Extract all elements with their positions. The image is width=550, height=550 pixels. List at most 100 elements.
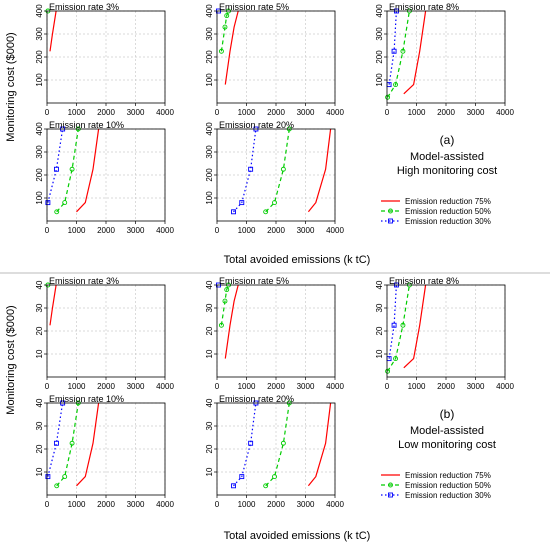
data-point	[231, 209, 236, 215]
series-line-1	[49, 10, 57, 52]
data-point	[391, 48, 397, 54]
x-tick-label: 4000	[496, 108, 514, 117]
section-annotation-1: (a) Model-assisted High monitoring cost	[397, 133, 497, 177]
x-tick-label: 0	[215, 500, 220, 509]
x-tick-label: 3000	[127, 500, 145, 509]
data-point	[54, 209, 60, 215]
legend-entry: Emission reduction 50%	[405, 207, 491, 216]
x-tick-label: 1000	[408, 382, 426, 391]
data-point	[222, 24, 228, 30]
x-tick-label: 0	[385, 108, 390, 117]
data-point	[218, 322, 224, 328]
y-tick-label: 20	[375, 326, 384, 335]
y-tick-label: 30	[35, 421, 44, 430]
data-point	[393, 82, 399, 88]
data-point	[391, 322, 397, 328]
series-line-1	[403, 284, 427, 369]
y-tick-label: 400	[375, 4, 384, 18]
y-tick-label: 20	[205, 326, 214, 335]
x-tick-label: 1000	[238, 226, 256, 235]
x-tick-label: 1000	[68, 382, 86, 391]
x-tick-label: 3000	[297, 226, 315, 235]
y-tick-label: 30	[35, 303, 44, 312]
panel-title: Emission rate 3%	[49, 276, 119, 286]
y-tick-label: 300	[35, 145, 44, 159]
panel-2-5: 0 1000 2000 3000 4000 10 20 30 40 Emission rate 2…	[205, 394, 344, 509]
panel-title: Emission rate 20%	[219, 394, 294, 404]
x-tick-label: 0	[45, 108, 50, 117]
series-line-2	[387, 284, 410, 372]
data-point	[224, 287, 230, 293]
series-line-1	[403, 10, 427, 95]
x-tick-label: 1000	[238, 500, 256, 509]
x-tick-label: 0	[215, 108, 220, 117]
x-tick-label: 4000	[326, 382, 344, 391]
panel-title: Emission rate 10%	[49, 120, 124, 130]
x-tick-label: 0	[45, 500, 50, 509]
legend-1: Emission reduction 75%Emission reduction…	[381, 197, 491, 226]
data-point	[231, 483, 236, 489]
series-line-3	[388, 284, 397, 359]
data-point	[69, 440, 75, 446]
legend-marker	[388, 482, 393, 488]
y-tick-label: 300	[205, 27, 214, 41]
data-point	[248, 440, 254, 446]
panel-title: Emission rate 5%	[219, 276, 289, 286]
y-tick-label: 40	[205, 280, 214, 289]
data-point	[400, 48, 406, 54]
y-axis-label-bottom: Monitoring cost ($000)	[5, 305, 17, 414]
legend-2: Emission reduction 75%Emission reduction…	[381, 471, 491, 500]
x-tick-label: 4000	[156, 382, 174, 391]
y-tick-label: 400	[35, 122, 44, 136]
y-tick-label: 10	[35, 349, 44, 358]
y-tick-label: 40	[375, 280, 384, 289]
series-line-2	[387, 10, 410, 98]
x-tick-label: 2000	[97, 382, 115, 391]
series-line-2	[265, 128, 290, 213]
data-point	[263, 483, 269, 489]
series-line-2	[265, 402, 290, 487]
annotation-line-1: Model-assisted	[410, 425, 484, 437]
x-tick-label: 4000	[326, 108, 344, 117]
section-annotation-2: (b) Model-assisted Low monitoring cost	[398, 407, 496, 451]
legend-entry: Emission reduction 30%	[405, 491, 491, 500]
series-line-2	[220, 284, 230, 326]
y-tick-label: 300	[375, 27, 384, 41]
y-tick-label: 100	[375, 73, 384, 87]
panel-1-3: 0 1000 2000 3000 4000 100 200 300 400 Emission ra…	[375, 2, 514, 117]
x-tick-label: 4000	[156, 108, 174, 117]
x-tick-label: 0	[385, 382, 390, 391]
annotation-line-2: High monitoring cost	[397, 165, 497, 177]
data-point	[62, 474, 68, 480]
series-line-3	[388, 10, 397, 85]
y-tick-label: 300	[35, 27, 44, 41]
y-tick-label: 400	[205, 4, 214, 18]
x-tick-label: 0	[215, 226, 220, 235]
data-point	[272, 474, 277, 480]
panel-2-1: 0 1000 2000 3000 4000 10 20 30 40 Emission rate 3…	[35, 276, 174, 391]
x-tick-label: 3000	[297, 108, 315, 117]
data-point	[393, 356, 399, 362]
x-tick-label: 1000	[408, 108, 426, 117]
x-tick-label: 0	[45, 382, 50, 391]
data-point	[224, 13, 230, 19]
data-point	[400, 322, 406, 328]
panel-1-5: 0 1000 2000 3000 4000 100 200 300 400 Emission ra…	[205, 120, 344, 235]
x-tick-label: 2000	[267, 108, 285, 117]
y-tick-label: 10	[205, 467, 214, 476]
legend-marker	[388, 208, 393, 214]
panel-1-4: 0 1000 2000 3000 4000 100 200 300 400 Emission ra…	[35, 120, 174, 235]
x-tick-label: 3000	[127, 382, 145, 391]
data-point	[263, 209, 269, 215]
data-point	[62, 200, 68, 206]
x-tick-label: 3000	[297, 382, 315, 391]
x-tick-label: 2000	[437, 382, 455, 391]
y-tick-label: 30	[205, 421, 214, 430]
data-point	[385, 94, 391, 100]
x-tick-label: 1000	[68, 500, 86, 509]
data-point	[239, 474, 245, 480]
x-tick-label: 2000	[97, 500, 115, 509]
data-point	[272, 200, 277, 206]
y-tick-label: 10	[205, 349, 214, 358]
x-tick-label: 1000	[238, 382, 256, 391]
